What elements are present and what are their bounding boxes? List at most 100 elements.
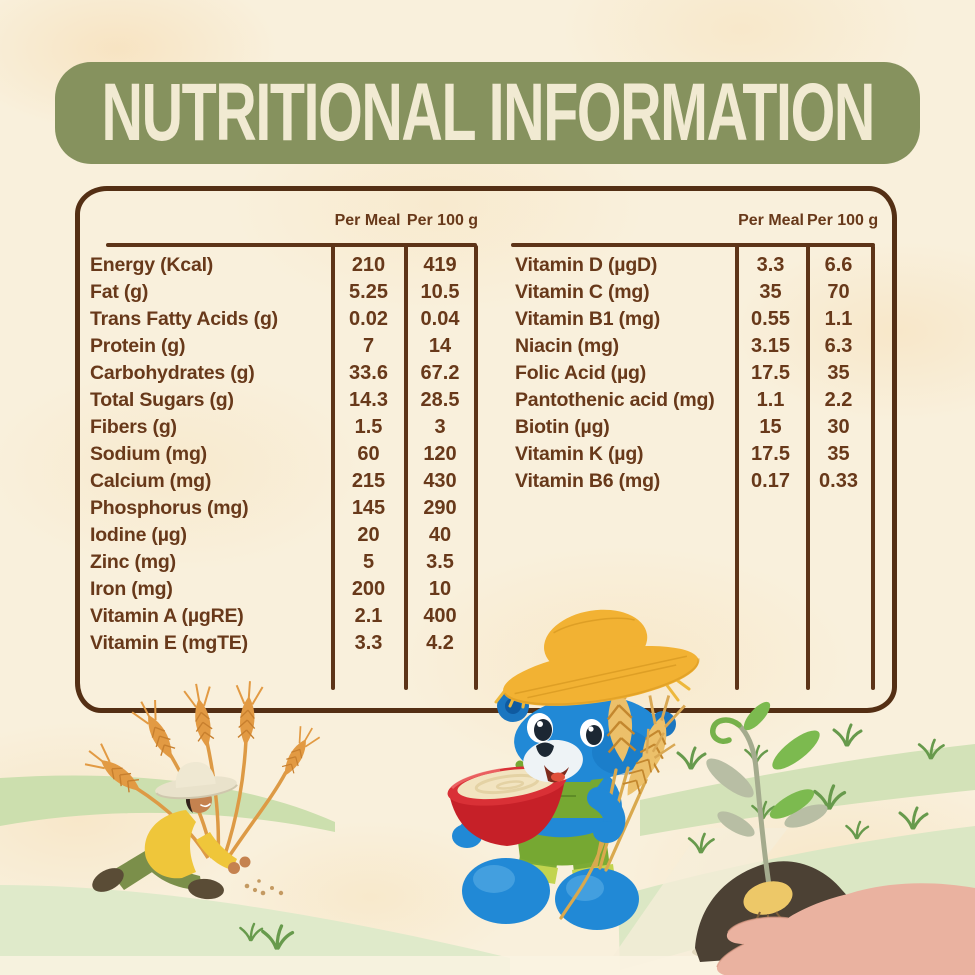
nutrient-row: Calcium (mg) 215 430 [90, 468, 478, 495]
nutrient-row: Fibers (g) 1.5 3 [90, 414, 478, 441]
nutrient-per-100g-value: 40 [428, 524, 452, 546]
nutrient-label: Fat (g) [90, 281, 149, 303]
nutrient-row: Vitamin K (µg) 17.5 35 [515, 441, 874, 468]
nutrient-per-meal-value: 14.3 [349, 389, 388, 411]
nutrient-per-meal-value: 17.5 [751, 362, 790, 384]
nutrient-per-meal-value: 1.5 [354, 416, 383, 438]
nutrient-label: Vitamin A (µgRE) [90, 605, 244, 627]
nutrient-label: Fibers (g) [90, 416, 177, 438]
nutrient-label: Vitamin K (µg) [515, 443, 644, 465]
nutrient-row: Protein (g) 7 14 [90, 333, 478, 360]
nutrient-per-100g-value: 290 [423, 497, 457, 519]
hand [716, 883, 975, 975]
nutrient-per-meal-value: 7 [362, 335, 375, 357]
column-divider [871, 245, 875, 690]
nutrient-label: Biotin (µg) [515, 416, 610, 438]
nutrition-table-left: Energy (Kcal) 210 419 Fat (g) 5.25 10.5 … [90, 252, 478, 657]
nutrient-per-meal-value: 17.5 [751, 443, 790, 465]
nutrient-label: Vitamin E (mgTE) [90, 632, 248, 654]
nutrient-per-meal-value: 3.3 [354, 632, 383, 654]
nutrient-per-100g-value: 6.6 [824, 254, 853, 276]
nutrient-label: Zinc (mg) [90, 551, 176, 573]
nutrient-label: Pantothenic acid (mg) [515, 389, 715, 411]
nutrient-per-100g-value: 419 [423, 254, 457, 276]
nutrition-table-panel [75, 186, 897, 713]
nutrient-per-meal-value: 20 [357, 524, 380, 546]
nutrient-per-100g-value: 0.33 [819, 470, 858, 492]
column-divider [806, 245, 810, 690]
nutrient-per-meal-value: 0.17 [751, 470, 790, 492]
seedling-hand-illustration [692, 701, 975, 975]
nutrient-per-100g-value: 35 [827, 443, 850, 465]
nutrient-row: Vitamin A (µgRE) 2.1 400 [90, 603, 478, 630]
nutrient-per-100g-value: 120 [423, 443, 457, 465]
nutrient-per-meal-value: 0.02 [349, 308, 388, 330]
nutrient-per-100g-value: 3.5 [426, 551, 454, 573]
nutrient-per-meal-value: 15 [759, 416, 782, 438]
nutrient-row: Sodium (mg) 60 120 [90, 441, 478, 468]
nutrient-row: Folic Acid (µg) 17.5 35 [515, 360, 874, 387]
nutrient-per-100g-value: 30 [827, 416, 850, 438]
nutrient-row: Fat (g) 5.25 10.5 [90, 279, 478, 306]
nutrient-label: Calcium (mg) [90, 470, 212, 492]
nutrient-label: Protein (g) [90, 335, 186, 357]
nutrient-per-100g-value: 3 [434, 416, 446, 438]
nutrient-row: Biotin (µg) 15 30 [515, 414, 874, 441]
nutrient-row: Pantothenic acid (mg) 1.1 2.2 [515, 387, 874, 414]
nutrient-per-meal-value: 145 [351, 497, 386, 519]
column-divider [331, 245, 335, 690]
nutrient-per-100g-value: 14 [428, 335, 452, 357]
nutrient-row: Vitamin B6 (mg) 0.17 0.33 [515, 468, 874, 495]
nutrient-per-100g-value: 28.5 [420, 389, 460, 411]
nutrient-per-meal-value: 5 [362, 551, 375, 573]
grass-tufts [239, 723, 945, 950]
nutrient-label: Iodine (µg) [90, 524, 187, 546]
header-rule-left [106, 243, 477, 247]
farmer-planting-illustration [80, 679, 323, 900]
nutrient-per-100g-value: 35 [827, 362, 850, 384]
nutrient-per-100g-value: 70 [827, 281, 850, 303]
column-header-per-100g-right: Per 100 g [807, 212, 879, 229]
nutrient-per-meal-value: 1.1 [756, 389, 785, 411]
nutrient-per-100g-value: 0.04 [420, 308, 460, 330]
nutrient-per-100g-value: 67.2 [420, 362, 460, 384]
nutrient-per-meal-value: 3.15 [751, 335, 790, 357]
nutrient-row: Energy (Kcal) 210 419 [90, 252, 478, 279]
nutrient-row: Trans Fatty Acids (g) 0.02 0.04 [90, 306, 478, 333]
nutrient-label: Sodium (mg) [90, 443, 207, 465]
nutrient-row: Phosphorus (mg) 145 290 [90, 495, 478, 522]
nutrient-per-meal-value: 0.55 [751, 308, 790, 330]
nutrient-per-meal-value: 200 [351, 578, 386, 600]
nutrient-per-100g-value: 430 [423, 470, 457, 492]
header-rule-right [511, 243, 875, 247]
page-title: NUTRITIONAL INFORMATION [101, 67, 875, 158]
nutrient-label: Phosphorus (mg) [90, 497, 249, 519]
nutrient-label: Energy (Kcal) [90, 254, 214, 276]
nutrient-row: Vitamin E (mgTE) 3.3 4.2 [90, 630, 478, 657]
nutrient-row: Vitamin C (mg) 35 70 [515, 279, 874, 306]
nutrient-per-100g-value: 1.1 [824, 308, 853, 330]
nutrient-row: Vitamin D (µgD) 3.3 6.6 [515, 252, 874, 279]
seed-trail [244, 879, 284, 896]
nutrient-label: Vitamin B6 (mg) [515, 470, 661, 492]
nutrient-row: Carbohydrates (g) 33.6 67.2 [90, 360, 478, 387]
nutrient-per-meal-value: 215 [351, 470, 386, 492]
nutrient-per-meal-value: 210 [351, 254, 386, 276]
nutrient-per-100g-value: 400 [423, 605, 457, 627]
nutrient-per-meal-value: 33.6 [349, 362, 388, 384]
nutrient-per-100g-value: 4.2 [426, 632, 454, 654]
nutrient-per-meal-value: 2.1 [354, 605, 383, 627]
nutrient-per-100g-value: 2.2 [824, 389, 853, 411]
nutrient-row: Niacin (mg) 3.15 6.3 [515, 333, 874, 360]
field-bands [0, 744, 975, 975]
nutrient-per-meal-value: 5.25 [349, 281, 388, 303]
nutrient-per-meal-value: 60 [357, 443, 380, 465]
nutrient-label: Iron (mg) [90, 578, 173, 600]
column-divider [404, 245, 408, 690]
nutrient-per-meal-value: 35 [759, 281, 782, 303]
column-header-per-meal-left: Per Meal [334, 212, 401, 229]
nutrient-label: Folic Acid (µg) [515, 362, 647, 384]
column-divider [735, 245, 739, 690]
nutrient-label: Carbohydrates (g) [90, 362, 255, 384]
nutrient-row: Vitamin B1 (mg) 0.55 1.1 [515, 306, 874, 333]
